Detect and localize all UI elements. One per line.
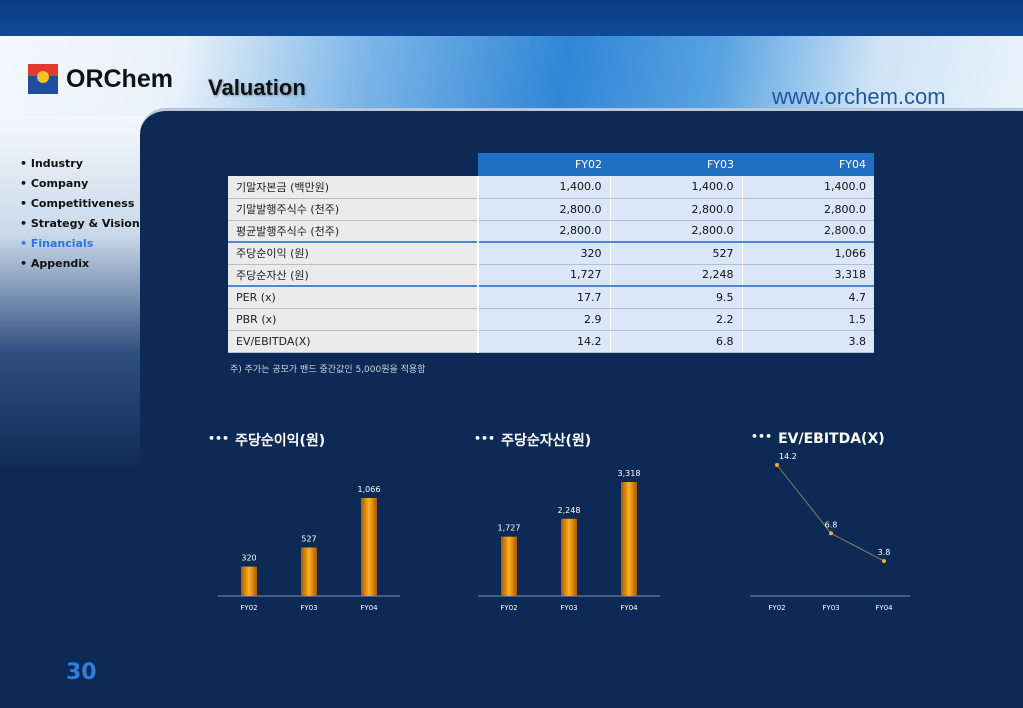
cell-value: 6.8 [609, 330, 742, 353]
section-nav: • Industry • Company • Competitiveness • St… [20, 156, 140, 276]
data-label: 320 [241, 554, 256, 563]
nav-item[interactable]: • Industry [20, 157, 83, 170]
valuation-table: FY02 FY03 FY04 기말자본금 (백만원) 1,400.0 1,400.0… [228, 153, 874, 353]
chart-title-text: EV/EBITDA(X) [778, 431, 885, 447]
data-label: 527 [301, 535, 316, 544]
table-row: 주당순자산 (원) 1,727 2,248 3,318 [228, 264, 874, 287]
cell-value: 14.2 [477, 330, 610, 353]
bar [241, 566, 257, 596]
data-label: 1,727 [498, 524, 521, 533]
col-header: FY02 [478, 153, 610, 176]
data-label: 3.8 [878, 548, 891, 557]
chart-title-bps: ••• 주당순자산(원) [474, 430, 591, 450]
nav-item[interactable]: • Financials [20, 237, 94, 250]
header-banner [0, 36, 1023, 116]
tick-label: FY03 [822, 604, 839, 612]
cell-value: 17.7 [477, 285, 610, 309]
tick-label: FY02 [768, 604, 785, 612]
data-label: 14.2 [779, 452, 797, 461]
logo-mark-icon [28, 64, 58, 94]
cell-value: 1,400.0 [741, 176, 874, 199]
chart-title-text: 주당순자산(원) [501, 433, 592, 449]
data-point [882, 559, 886, 563]
cell-value: 3.8 [741, 330, 874, 353]
data-label: 6.8 [825, 520, 838, 529]
table-row: 주당순이익 (원) 320 527 1,066 [228, 241, 874, 265]
cell-value: 2,800.0 [741, 198, 874, 221]
chart-title-text: 주당순이익(원) [235, 433, 326, 449]
data-label: 2,248 [558, 506, 581, 515]
row-label: 기말발행주식수 (천주) [228, 198, 479, 221]
top-band [0, 0, 1023, 36]
cell-value: 2,800.0 [609, 220, 742, 243]
col-header: FY03 [610, 153, 742, 176]
data-point [829, 531, 833, 536]
cell-value: 2.9 [477, 308, 610, 331]
table-header-row: FY02 FY03 FY04 [228, 153, 874, 176]
bar [561, 518, 577, 596]
cell-value: 2.2 [609, 308, 742, 331]
cell-value: 1,400.0 [477, 176, 610, 199]
bar [501, 536, 517, 596]
nav-item[interactable]: • Strategy & Vision [20, 217, 140, 230]
tick-label: FY02 [500, 604, 517, 612]
logo: ORChem [28, 64, 173, 94]
bar [301, 547, 317, 596]
nav-item[interactable]: • Company [20, 177, 89, 190]
row-label: 기말자본금 (백만원) [228, 176, 479, 199]
series-line [776, 464, 885, 562]
tick-label: FY04 [875, 604, 893, 612]
table-footnote: 주) 주가는 공모가 밴드 중간값인 5,000원을 적용함 [230, 365, 426, 375]
tick-label: FY02 [240, 604, 257, 612]
row-label: PER (x) [228, 285, 479, 309]
bullet-dots: ••• [474, 432, 496, 445]
cell-value: 527 [609, 241, 742, 265]
data-point [775, 463, 779, 467]
col-header: FY04 [742, 153, 874, 176]
bar [361, 498, 377, 596]
nav-item[interactable]: • Competitiveness [20, 197, 135, 210]
cell-value: 1,400.0 [609, 176, 742, 199]
table-row: EV/EBITDA(X) 14.2 6.8 3.8 [228, 330, 874, 353]
table-row: PER (x) 17.7 9.5 4.7 [228, 285, 874, 309]
bar [621, 482, 637, 596]
row-label: 주당순이익 (원) [228, 241, 479, 265]
cell-value: 320 [477, 241, 610, 265]
data-label: 3,318 [618, 469, 641, 478]
cell-value: 2,800.0 [609, 198, 742, 221]
sidebar [0, 116, 150, 708]
website-url: www.orchem.com [772, 84, 946, 109]
tick-label: FY04 [620, 604, 638, 612]
bullet-dots: ••• [751, 430, 773, 443]
row-label: PBR (x) [228, 308, 479, 331]
table-row: PBR (x) 2.9 2.2 1.5 [228, 308, 874, 331]
cell-value: 4.7 [741, 285, 874, 309]
row-label: EV/EBITDA(X) [228, 330, 479, 353]
cell-value: 2,800.0 [477, 198, 610, 221]
data-label: 1,066 [358, 485, 381, 494]
bullet-dots: ••• [208, 432, 230, 445]
row-label: 평균발행주식수 (천주) [228, 220, 479, 243]
table-row: 기말자본금 (백만원) 1,400.0 1,400.0 1,400.0 [228, 176, 874, 199]
page-number: 30 [66, 660, 97, 685]
tick-label: FY04 [360, 604, 378, 612]
table-row: 평균발행주식수 (천주) 2,800.0 2,800.0 2,800.0 [228, 220, 874, 243]
chart-title-ev-ebitda: ••• EV/EBITDA(X) [751, 430, 885, 447]
table-row: 기말발행주식수 (천주) 2,800.0 2,800.0 2,800.0 [228, 198, 874, 221]
tick-label: FY03 [300, 604, 317, 612]
tick-label: FY03 [560, 604, 577, 612]
cell-value: 1.5 [741, 308, 874, 331]
logo-text: ORChem [66, 64, 173, 93]
page-title: Valuation [208, 75, 306, 100]
cell-value: 9.5 [609, 285, 742, 309]
chart-title-eps: ••• 주당순이익(원) [208, 430, 325, 450]
nav-item[interactable]: • Appendix [20, 257, 90, 270]
cell-value: 1,066 [741, 241, 874, 265]
